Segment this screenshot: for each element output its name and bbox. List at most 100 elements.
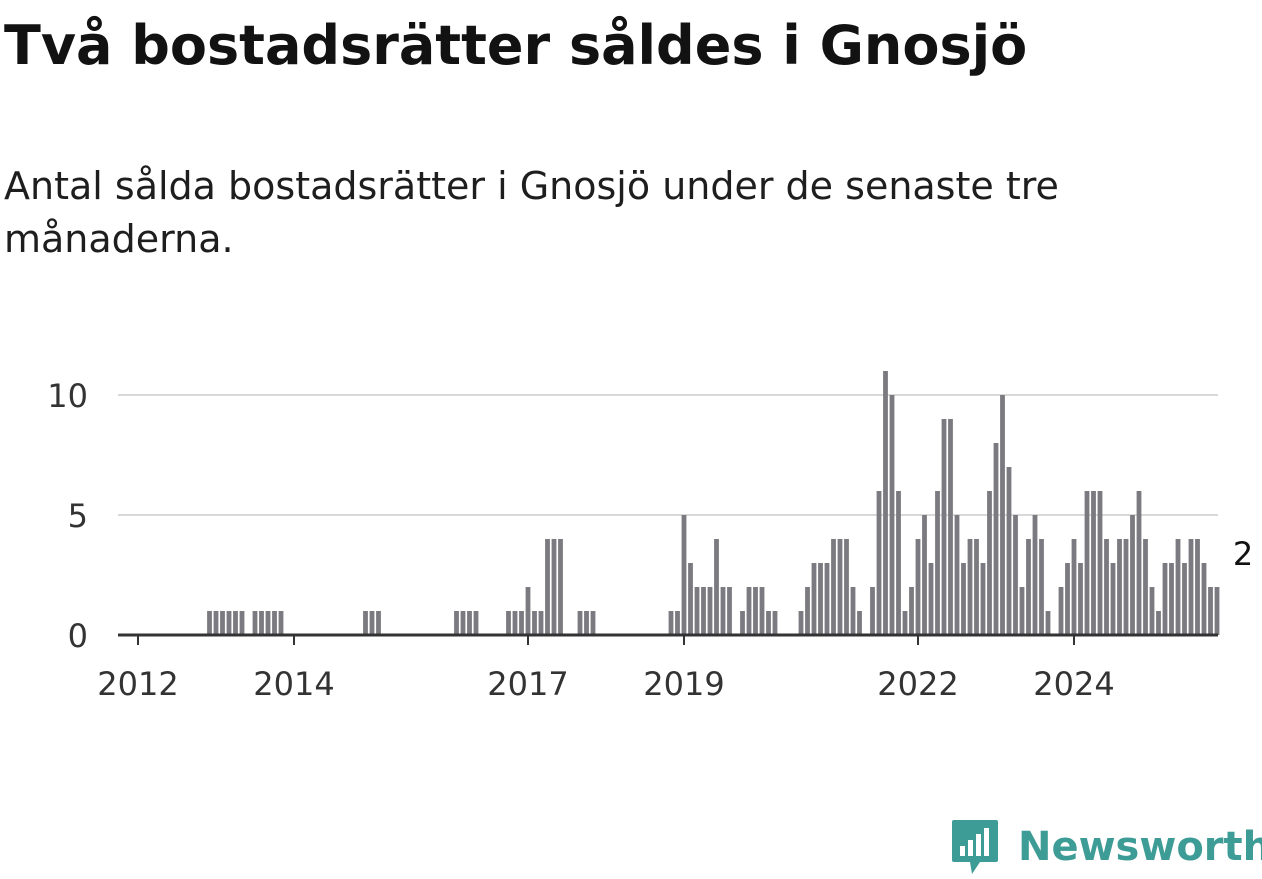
bar (811, 563, 817, 635)
newsworthy-chart-bubble-icon (952, 820, 998, 874)
bar (207, 611, 212, 635)
bar (363, 611, 368, 635)
bar (467, 611, 472, 635)
brand-name: Newsworthy (1018, 824, 1262, 870)
bar (376, 611, 381, 635)
bar (226, 611, 232, 635)
bar (896, 491, 901, 635)
bar (1156, 611, 1161, 635)
bar (1162, 563, 1168, 635)
bar (935, 491, 940, 635)
bar (1208, 587, 1213, 635)
bar (798, 611, 804, 635)
bar (928, 563, 934, 635)
bar (876, 491, 882, 635)
bar (844, 539, 849, 635)
bar (1104, 539, 1109, 635)
chart-subtitle: Antal sålda bostadsrätter i Gnosjö under… (4, 164, 1059, 261)
bar (993, 443, 999, 635)
bar (1188, 539, 1194, 635)
bar (1006, 467, 1012, 635)
bar (772, 611, 778, 635)
bar (915, 539, 921, 635)
bar (525, 587, 531, 635)
bar (519, 611, 524, 635)
bar (1175, 539, 1181, 635)
bar (818, 563, 823, 635)
bar (720, 587, 726, 635)
bar (824, 563, 830, 635)
chart-title: Två bostadsrätter såldes i Gnosjö (4, 14, 1028, 77)
bar (922, 515, 927, 635)
bar (740, 611, 745, 635)
bar (1123, 539, 1129, 635)
bar (1130, 515, 1135, 635)
bar (1019, 587, 1025, 635)
bar (1169, 563, 1174, 635)
bar (746, 587, 752, 635)
bar (577, 611, 583, 635)
bar (694, 587, 700, 635)
bar (974, 539, 979, 635)
bar (538, 611, 544, 635)
newsworthy-logo: Newsworthy (950, 818, 1262, 876)
bar (1195, 539, 1200, 635)
bar (1110, 563, 1116, 635)
bar (506, 611, 511, 635)
bar (727, 587, 732, 635)
bar (213, 611, 219, 635)
bar (532, 611, 537, 635)
bar (1045, 611, 1051, 635)
bar (883, 371, 888, 635)
bar (558, 539, 563, 635)
y-tick-label: 10 (47, 377, 88, 415)
bar (870, 587, 875, 635)
bar (590, 611, 596, 635)
x-tick-label: 2017 (487, 665, 568, 703)
bar (1013, 515, 1018, 635)
bar (681, 515, 687, 635)
bar (1065, 563, 1070, 635)
bar (675, 611, 680, 635)
bar (1039, 539, 1044, 635)
bar (239, 611, 245, 635)
bar (857, 611, 862, 635)
bar (948, 419, 953, 635)
bar (454, 611, 459, 635)
bar (545, 539, 550, 635)
bar (1084, 491, 1090, 635)
bar (837, 539, 843, 635)
bar (272, 611, 277, 635)
bar (1143, 539, 1148, 635)
bar (753, 587, 758, 635)
bar (902, 611, 908, 635)
bar (252, 611, 258, 635)
bar (1136, 491, 1142, 635)
bar (707, 587, 713, 635)
bars (207, 371, 1220, 635)
x-axis-labels: 2012 2014 2017 2019 2022 2024 (97, 635, 1115, 703)
bar (220, 611, 225, 635)
bar (584, 611, 589, 635)
bar (1182, 563, 1187, 635)
bar (1091, 491, 1096, 635)
bar (1097, 491, 1103, 635)
x-tick-label: 2014 (253, 665, 334, 703)
bar (233, 611, 238, 635)
bar (967, 539, 973, 635)
bar (850, 587, 856, 635)
x-tick-label: 2022 (877, 665, 958, 703)
bar (805, 587, 810, 635)
bar (980, 563, 986, 635)
bar (1201, 563, 1207, 635)
bar (688, 563, 693, 635)
y-tick-label: 5 (68, 497, 88, 535)
bar (1032, 515, 1038, 635)
bar (714, 539, 719, 635)
bar (265, 611, 271, 635)
bar (831, 539, 836, 635)
bar (278, 611, 284, 635)
x-tick-label: 2012 (97, 665, 178, 703)
y-tick-label: 0 (68, 617, 88, 655)
bar (941, 419, 947, 635)
